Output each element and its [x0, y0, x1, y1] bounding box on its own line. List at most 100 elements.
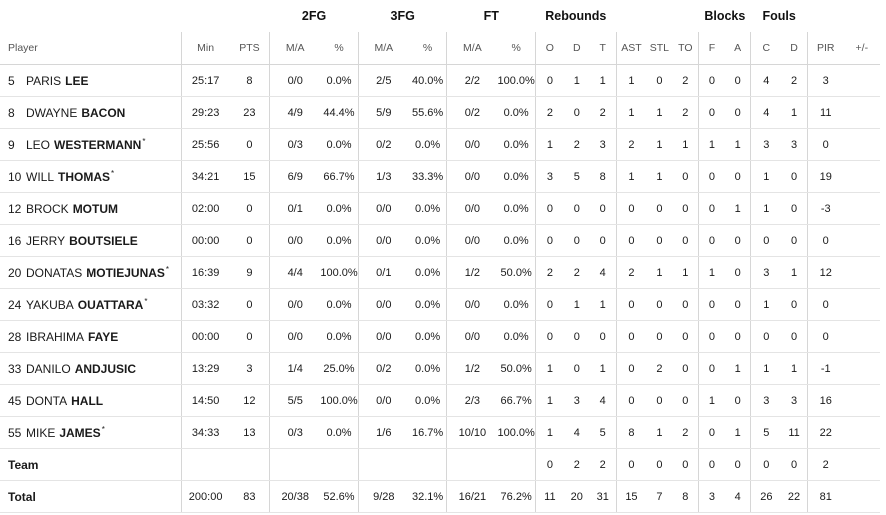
stat-ft-pct: 100.0% [497, 416, 536, 449]
stat-plus-minus [843, 448, 880, 481]
stat-pts: 23 [229, 96, 270, 129]
stat-pir: 2 [806, 448, 844, 481]
stat-foul-d: 1 [781, 352, 808, 385]
stat-plus-minus [843, 384, 880, 417]
team-row: Team 0 2 2 0 0 0 0 0 0 0 2 [0, 448, 880, 481]
stat-stl: 1 [646, 256, 673, 289]
player-number: 5 [8, 74, 15, 88]
stat-plus-minus [843, 224, 880, 257]
stat-blk-f: 0 [698, 96, 725, 129]
stat-foul-c: 3 [750, 256, 782, 289]
stat-foul-c: 1 [750, 352, 782, 385]
stat-foul-c: 0 [750, 448, 782, 481]
stat-reb-t: 0 [589, 224, 617, 257]
player-last-name[interactable]: FAYE [88, 330, 119, 344]
stat-min: 02:00 [180, 192, 230, 225]
stat-reb-o: 0 [535, 288, 564, 321]
stat-pir: 16 [806, 384, 844, 417]
stat-blk-f: 1 [698, 256, 725, 289]
player-first-name[interactable]: LEO [26, 138, 51, 152]
col-2fg-pct: % [320, 32, 359, 65]
col-3fg-pct: % [408, 32, 447, 65]
stat-2fg-ma: 1/4 [269, 352, 321, 385]
stat-reb-o: 2 [535, 96, 564, 129]
stat-reb-d: 0 [563, 96, 590, 129]
stat-2fg-ma: 0/0 [269, 64, 321, 97]
player-last-name[interactable]: ANDJUSIC [74, 362, 137, 376]
player-first-name[interactable]: DONTA [26, 394, 68, 408]
player-last-name[interactable]: BACON [81, 106, 126, 120]
stat-pts: 0 [229, 128, 270, 161]
player-first-name[interactable]: PARIS [26, 74, 62, 88]
player-last-name[interactable]: MOTIEJUNAS [86, 266, 165, 280]
stat-ft-pct: 66.7% [497, 384, 536, 417]
stat-ft-ma: 0/0 [446, 192, 498, 225]
stat-foul-d: 0 [781, 224, 808, 257]
stat-min: 200:00 [180, 480, 230, 513]
player-last-name[interactable]: BOUTSIELE [69, 234, 138, 248]
player-first-name[interactable]: BROCK [26, 202, 69, 216]
player-first-name[interactable]: WILL [26, 170, 55, 184]
player-first-name[interactable]: MIKE [26, 426, 56, 440]
team-label: Team [0, 448, 182, 481]
stat-reb-o: 1 [535, 384, 564, 417]
stat-pir: 19 [806, 160, 844, 193]
stat-2fg-ma [269, 448, 321, 481]
stat-3fg-pct: 0.0% [408, 128, 447, 161]
stat-ast: 0 [615, 448, 647, 481]
stat-pir: 12 [806, 256, 844, 289]
stat-pts: 8 [229, 64, 270, 97]
stat-min: 25:56 [180, 128, 230, 161]
stat-reb-t: 8 [589, 160, 617, 193]
stat-ft-ma: 0/2 [446, 96, 498, 129]
stat-2fg-pct: 100.0% [320, 256, 359, 289]
stat-plus-minus [843, 416, 880, 449]
stat-ft-ma: 0/0 [446, 160, 498, 193]
stat-min: 29:23 [180, 96, 230, 129]
stat-3fg-ma: 0/0 [357, 320, 409, 353]
player-first-name[interactable]: JERRY [26, 234, 66, 248]
col-ft-pct: % [497, 32, 536, 65]
stat-ast: 0 [615, 320, 647, 353]
player-cell: 33 DANILO ANDJUSIC [0, 352, 182, 385]
player-last-name[interactable]: JAMES [59, 426, 101, 440]
player-first-name[interactable]: DONATAS [26, 266, 83, 280]
stat-reb-d: 0 [563, 192, 590, 225]
stat-3fg-ma: 1/6 [357, 416, 409, 449]
stat-2fg-pct: 0.0% [320, 288, 359, 321]
player-last-name[interactable]: WESTERMANN [54, 138, 142, 152]
player-last-name[interactable]: LEE [65, 74, 89, 88]
stat-stl: 0 [646, 448, 673, 481]
stat-3fg-pct: 0.0% [408, 224, 447, 257]
player-last-name[interactable]: OUATTARA [77, 298, 144, 312]
player-row: 16 JERRY BOUTSIELE 00:00 0 0/0 0.0% 0/0 0.0% 0/0 0… [0, 224, 880, 257]
stat-blk-f: 0 [698, 416, 725, 449]
player-first-name[interactable]: IBRAHIMA [26, 330, 85, 344]
stat-3fg-pct: 40.0% [408, 64, 447, 97]
stat-foul-d: 0 [781, 448, 808, 481]
stat-pts: 3 [229, 352, 270, 385]
player-first-name[interactable]: DWAYNE [26, 106, 78, 120]
stat-2fg-pct: 100.0% [320, 384, 359, 417]
stat-pts: 0 [229, 192, 270, 225]
stat-reb-d: 4 [563, 416, 590, 449]
player-first-name[interactable]: YAKUBA [26, 298, 74, 312]
stat-blk-a: 4 [724, 480, 751, 513]
stat-reb-t: 3 [589, 128, 617, 161]
player-first-name[interactable]: DANILO [26, 362, 71, 376]
player-number: 9 [8, 138, 15, 152]
stat-stl: 1 [646, 128, 673, 161]
stat-reb-o: 0 [535, 192, 564, 225]
stat-foul-c: 5 [750, 416, 782, 449]
player-last-name[interactable]: HALL [71, 394, 104, 408]
stat-pir: -3 [806, 192, 844, 225]
stat-plus-minus [843, 320, 880, 353]
player-last-name[interactable]: MOTUM [72, 202, 119, 216]
stat-ast: 2 [615, 128, 647, 161]
stat-3fg-ma: 0/2 [357, 128, 409, 161]
stat-to: 0 [672, 224, 699, 257]
col-min: Min [180, 32, 230, 65]
stat-2fg-ma: 4/4 [269, 256, 321, 289]
player-last-name[interactable]: THOMAS [58, 170, 111, 184]
stat-plus-minus [843, 96, 880, 129]
